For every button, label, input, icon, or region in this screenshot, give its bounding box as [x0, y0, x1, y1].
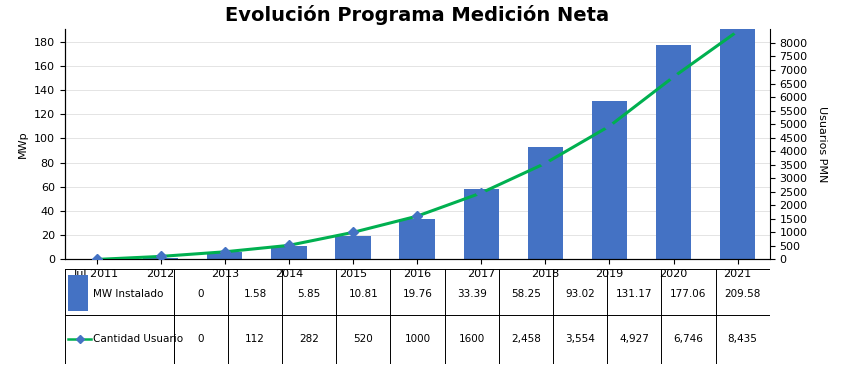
Text: 2,458: 2,458 — [511, 335, 541, 344]
Bar — [207, 252, 243, 259]
Bar — [592, 101, 627, 259]
Bar — [68, 275, 88, 311]
Text: 8,435: 8,435 — [728, 335, 758, 344]
Bar — [271, 246, 306, 259]
Y-axis label: MWp: MWp — [18, 131, 28, 158]
Text: 5.85: 5.85 — [298, 289, 321, 298]
Bar — [720, 6, 755, 259]
Text: 282: 282 — [299, 335, 319, 344]
Text: 1600: 1600 — [458, 335, 485, 344]
Text: 112: 112 — [245, 335, 265, 344]
Text: 4,927: 4,927 — [619, 335, 649, 344]
Text: 520: 520 — [353, 335, 373, 344]
Bar — [464, 189, 499, 259]
Bar — [335, 236, 371, 259]
Text: 33.39: 33.39 — [457, 289, 487, 298]
Text: 19.76: 19.76 — [402, 289, 433, 298]
Text: 0: 0 — [198, 335, 204, 344]
Text: 1000: 1000 — [404, 335, 431, 344]
Text: 6,746: 6,746 — [673, 335, 703, 344]
Text: 93.02: 93.02 — [565, 289, 595, 298]
Bar — [656, 45, 691, 259]
Bar — [143, 258, 178, 259]
Text: 177.06: 177.06 — [670, 289, 707, 298]
Text: 1.58: 1.58 — [243, 289, 267, 298]
Text: 3,554: 3,554 — [565, 335, 595, 344]
Bar — [399, 219, 434, 259]
Text: Cantidad Usuario: Cantidad Usuario — [93, 335, 183, 344]
Text: MW Instalado: MW Instalado — [93, 289, 163, 298]
Text: 58.25: 58.25 — [511, 289, 541, 298]
Y-axis label: Usuarios PMN: Usuarios PMN — [817, 106, 827, 183]
Text: 209.58: 209.58 — [724, 289, 761, 298]
Text: 0: 0 — [198, 289, 204, 298]
Text: 131.17: 131.17 — [616, 289, 653, 298]
Bar — [528, 147, 563, 259]
Title: Evolución Programa Medición Neta: Evolución Programa Medición Neta — [225, 5, 609, 25]
Text: 10.81: 10.81 — [348, 289, 378, 298]
